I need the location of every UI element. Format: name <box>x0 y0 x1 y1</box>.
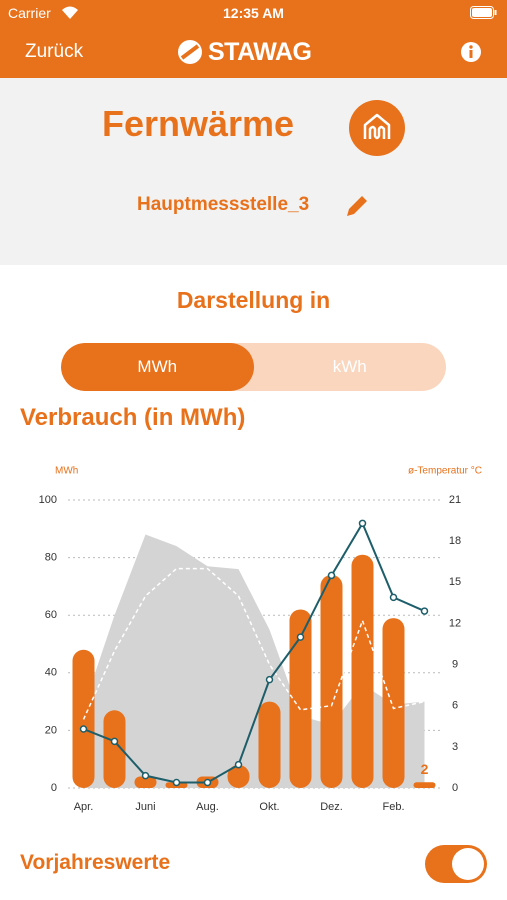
y-tick-label: 40 <box>45 667 57 679</box>
temperature-point <box>389 593 398 602</box>
temperature-point <box>172 778 181 787</box>
temperature-line <box>83 521 425 784</box>
bar <box>320 574 343 788</box>
previous-year-temperature <box>82 567 425 720</box>
bar <box>351 554 374 788</box>
temperature-point <box>420 607 429 615</box>
bar <box>382 618 405 788</box>
temperature-point <box>327 571 336 580</box>
clock: 12:35 AM <box>223 5 284 21</box>
carrier: Carrier <box>8 5 51 21</box>
wifi-icon <box>62 6 78 19</box>
unit-switch: MWh kWh <box>61 343 446 391</box>
y-axis-label: MWh <box>55 466 78 477</box>
logo-mark <box>178 40 202 64</box>
y-tick-label: 100 <box>39 494 57 506</box>
x-tick-label: Dez. <box>320 801 343 813</box>
data-label: 2 <box>421 761 429 777</box>
top-bar <box>0 0 507 78</box>
chart: MWh ø-Temperatur °C 0 20 40 60 80 100 0 3 6 9 12 15 18… <box>39 466 482 813</box>
back-button[interactable]: Zurück <box>25 41 84 62</box>
bar <box>413 782 436 788</box>
unit-option[interactable]: MWh <box>61 343 254 391</box>
temperature-point <box>79 725 88 733</box>
y2-tick-label: 6 <box>452 700 458 712</box>
toggle-knob <box>452 848 484 880</box>
heat-icon <box>349 100 405 156</box>
y2-tick-label: 0 <box>452 782 458 794</box>
y-tick-label: 20 <box>45 724 57 736</box>
header-panel <box>0 78 507 265</box>
x-tick-label: Feb. <box>382 801 404 813</box>
bar <box>258 701 281 788</box>
y2-tick-label: 15 <box>449 576 461 588</box>
y-tick-label: 0 <box>51 782 57 794</box>
meter-name: Hauptmessstelle_3 <box>137 194 310 215</box>
y2-tick-label: 18 <box>449 535 461 547</box>
y-tick-label: 80 <box>45 552 57 564</box>
unit-option[interactable]: kWh <box>332 357 367 376</box>
x-tick-label: Apr. <box>74 801 94 813</box>
y2-tick-label: 21 <box>449 494 461 506</box>
temperature-point <box>203 778 212 787</box>
logo: STAWAG <box>208 38 312 66</box>
temperature-point <box>110 737 119 746</box>
temperature-point <box>265 675 274 684</box>
x-tick-label: Aug. <box>196 801 219 813</box>
battery-icon <box>470 6 497 19</box>
y2-tick-label: 9 <box>452 658 458 670</box>
bar <box>289 609 312 788</box>
page-title: Fernwärme <box>102 103 295 144</box>
y2-tick-label: 12 <box>449 617 461 629</box>
temperature-point <box>358 519 367 528</box>
info-button[interactable] <box>460 41 482 63</box>
y-tick-label: 60 <box>45 609 57 621</box>
unit-label: Darstellung in <box>176 287 331 313</box>
footer-label: Vorjahreswerte <box>20 851 171 874</box>
bar <box>103 710 126 788</box>
edit-button[interactable] <box>344 193 370 219</box>
previous-year-toggle[interactable] <box>425 845 487 883</box>
temperature-point <box>141 771 150 780</box>
bar <box>134 776 157 788</box>
y2-tick-label: 3 <box>452 741 458 753</box>
x-tick-label: Okt. <box>259 801 279 813</box>
temperature-point <box>234 760 243 769</box>
x-tick-label: Juni <box>135 801 155 813</box>
y2-axis-label: ø-Temperatur °C <box>408 466 482 477</box>
section-title: Verbrauch (in MWh) <box>20 404 246 431</box>
bar <box>227 764 250 788</box>
temperature-point <box>296 633 305 641</box>
